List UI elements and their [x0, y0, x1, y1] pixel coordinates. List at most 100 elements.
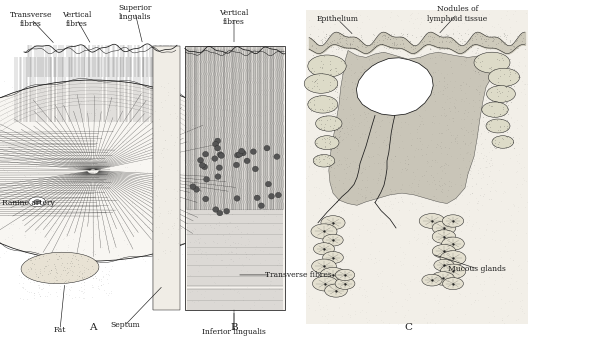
Point: [417, 118, 427, 124]
Point: [373, 54, 383, 60]
Point: [34, 175, 43, 181]
Point: [358, 130, 367, 135]
Point: [50, 125, 60, 130]
Point: [47, 135, 57, 140]
Point: [67, 279, 77, 284]
Point: [379, 137, 389, 143]
Point: [86, 234, 96, 239]
Point: [125, 125, 134, 130]
Point: [431, 187, 441, 192]
Point: [83, 267, 92, 272]
Point: [430, 25, 439, 31]
Point: [386, 201, 396, 207]
Point: [326, 146, 335, 152]
Point: [325, 24, 335, 30]
Point: [455, 265, 464, 270]
Point: [310, 140, 320, 146]
Point: [398, 261, 408, 267]
Point: [88, 284, 97, 290]
Point: [367, 70, 376, 76]
Point: [356, 134, 365, 140]
Point: [387, 131, 397, 136]
Point: [20, 232, 30, 237]
Point: [334, 60, 343, 65]
Point: [446, 240, 455, 245]
Point: [317, 135, 327, 141]
Point: [393, 13, 403, 18]
Point: [232, 250, 241, 255]
Point: [474, 71, 484, 77]
Point: [323, 126, 332, 132]
Point: [436, 189, 446, 194]
Point: [184, 117, 193, 122]
Point: [505, 81, 514, 87]
Point: [228, 127, 238, 132]
Point: [514, 135, 524, 141]
Point: [64, 190, 74, 196]
Point: [314, 185, 323, 191]
Point: [345, 10, 355, 15]
Point: [319, 127, 329, 132]
Point: [190, 136, 199, 141]
Point: [43, 106, 52, 112]
Point: [232, 92, 241, 98]
Point: [350, 80, 360, 86]
Point: [476, 130, 486, 135]
Point: [331, 50, 341, 56]
Point: [457, 36, 467, 41]
Point: [466, 191, 475, 197]
Point: [243, 169, 253, 175]
Point: [23, 138, 32, 144]
Point: [328, 125, 338, 131]
Point: [370, 140, 379, 145]
Point: [486, 196, 496, 201]
Point: [376, 123, 385, 128]
Point: [473, 140, 482, 146]
Text: Superior
lingualis: Superior lingualis: [118, 3, 152, 21]
Point: [139, 210, 148, 216]
Point: [383, 90, 393, 96]
Point: [306, 48, 316, 53]
Point: [505, 217, 515, 222]
Point: [259, 76, 268, 81]
Point: [389, 32, 398, 37]
Point: [398, 41, 408, 47]
Point: [499, 106, 508, 112]
Point: [497, 90, 506, 95]
Point: [0, 234, 2, 240]
Point: [138, 132, 148, 137]
Point: [241, 196, 250, 201]
Point: [262, 236, 271, 241]
Point: [19, 280, 28, 286]
Point: [337, 103, 346, 108]
Point: [140, 251, 149, 256]
Point: [446, 64, 455, 69]
Point: [507, 38, 517, 43]
Point: [200, 85, 210, 90]
Point: [35, 293, 44, 299]
Point: [389, 72, 399, 78]
Point: [382, 36, 392, 41]
Point: [512, 221, 522, 226]
Point: [433, 22, 442, 28]
Point: [328, 39, 337, 44]
Point: [231, 245, 241, 251]
Point: [326, 164, 335, 169]
Point: [475, 117, 484, 122]
Point: [346, 33, 355, 38]
Point: [142, 169, 152, 174]
Point: [433, 171, 442, 176]
Point: [211, 147, 220, 153]
Point: [505, 77, 515, 83]
Point: [34, 285, 44, 290]
Point: [492, 117, 502, 122]
Point: [278, 87, 287, 93]
Point: [519, 164, 529, 169]
Point: [353, 73, 363, 79]
Point: [262, 72, 272, 78]
Point: [406, 38, 415, 43]
Point: [225, 256, 235, 261]
Point: [334, 38, 344, 44]
Point: [418, 62, 427, 68]
Point: [18, 284, 28, 290]
